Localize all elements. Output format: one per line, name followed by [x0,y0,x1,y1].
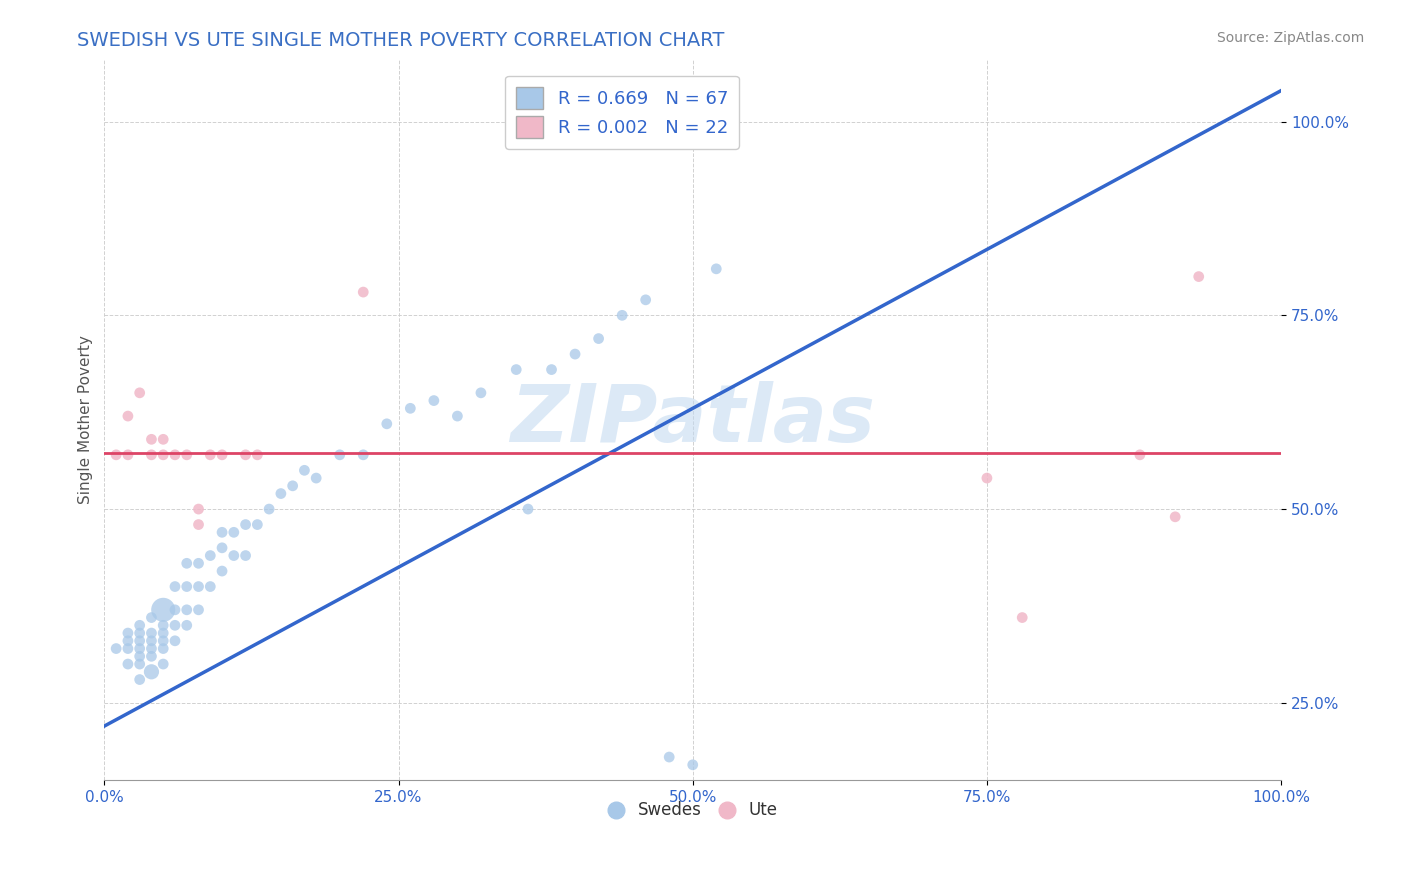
Point [187,580,209,594]
Point [634,293,657,307]
Point [187,517,209,532]
Point [246,448,269,462]
Point [176,603,198,617]
Point [128,657,150,671]
Text: Source: ZipAtlas.com: Source: ZipAtlas.com [1216,31,1364,45]
Point [610,309,633,323]
Point [375,417,398,431]
Point [200,580,222,594]
Point [399,401,422,416]
Point [152,433,174,447]
Point [128,385,150,400]
Point [163,580,186,594]
Point [128,673,150,687]
Point [564,347,586,361]
Point [235,549,257,563]
Point [163,633,186,648]
Point [1011,610,1033,624]
Point [352,285,374,299]
Point [187,603,209,617]
Point [152,633,174,648]
Point [163,603,186,617]
Point [423,393,446,408]
Point [141,633,163,648]
Point [117,641,139,656]
Point [352,448,374,462]
Point [976,471,998,485]
Point [658,750,681,764]
Point [163,618,186,632]
Point [257,502,280,516]
Point [117,448,139,462]
Point [470,385,492,400]
Point [588,332,610,346]
Point [294,463,316,477]
Point [211,541,233,555]
Point [1129,448,1152,462]
Point [163,448,186,462]
Point [211,448,233,462]
Point [176,448,198,462]
Point [141,649,163,664]
Point [704,261,727,276]
Point [211,525,233,540]
Point [305,471,328,485]
Point [200,549,222,563]
Point [152,626,174,640]
Point [105,641,128,656]
Point [1164,509,1187,524]
Point [222,549,245,563]
Point [152,641,174,656]
Point [246,517,269,532]
Point [682,757,704,772]
Point [281,479,304,493]
Y-axis label: Single Mother Poverty: Single Mother Poverty [79,335,93,504]
Point [1188,269,1211,284]
Point [517,502,540,516]
Point [152,603,174,617]
Point [152,657,174,671]
Point [187,557,209,571]
Point [117,626,139,640]
Point [128,649,150,664]
Point [222,525,245,540]
Point [187,502,209,516]
Legend: Swedes, Ute: Swedes, Ute [602,795,785,826]
Point [329,448,352,462]
Point [505,362,527,376]
Point [128,633,150,648]
Point [176,557,198,571]
Point [105,448,128,462]
Point [117,409,139,423]
Text: SWEDISH VS UTE SINGLE MOTHER POVERTY CORRELATION CHART: SWEDISH VS UTE SINGLE MOTHER POVERTY COR… [77,31,724,50]
Point [211,564,233,578]
Point [152,618,174,632]
Point [128,626,150,640]
Point [176,580,198,594]
Point [141,665,163,679]
Point [446,409,468,423]
Point [141,448,163,462]
Point [128,641,150,656]
Point [235,448,257,462]
Point [540,362,562,376]
Point [270,486,292,500]
Point [141,641,163,656]
Point [117,657,139,671]
Point [235,517,257,532]
Point [176,618,198,632]
Point [141,610,163,624]
Point [141,433,163,447]
Point [152,448,174,462]
Point [128,618,150,632]
Point [117,633,139,648]
Point [141,626,163,640]
Point [200,448,222,462]
Text: ZIPatlas: ZIPatlas [510,381,876,459]
